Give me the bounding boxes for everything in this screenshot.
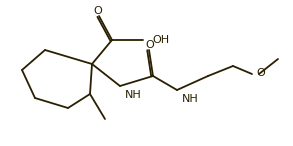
Text: NH: NH bbox=[182, 94, 199, 104]
Text: O: O bbox=[146, 40, 154, 50]
Text: OH: OH bbox=[152, 35, 169, 45]
Text: O: O bbox=[94, 6, 102, 16]
Text: O: O bbox=[256, 68, 265, 78]
Text: NH: NH bbox=[125, 90, 142, 100]
